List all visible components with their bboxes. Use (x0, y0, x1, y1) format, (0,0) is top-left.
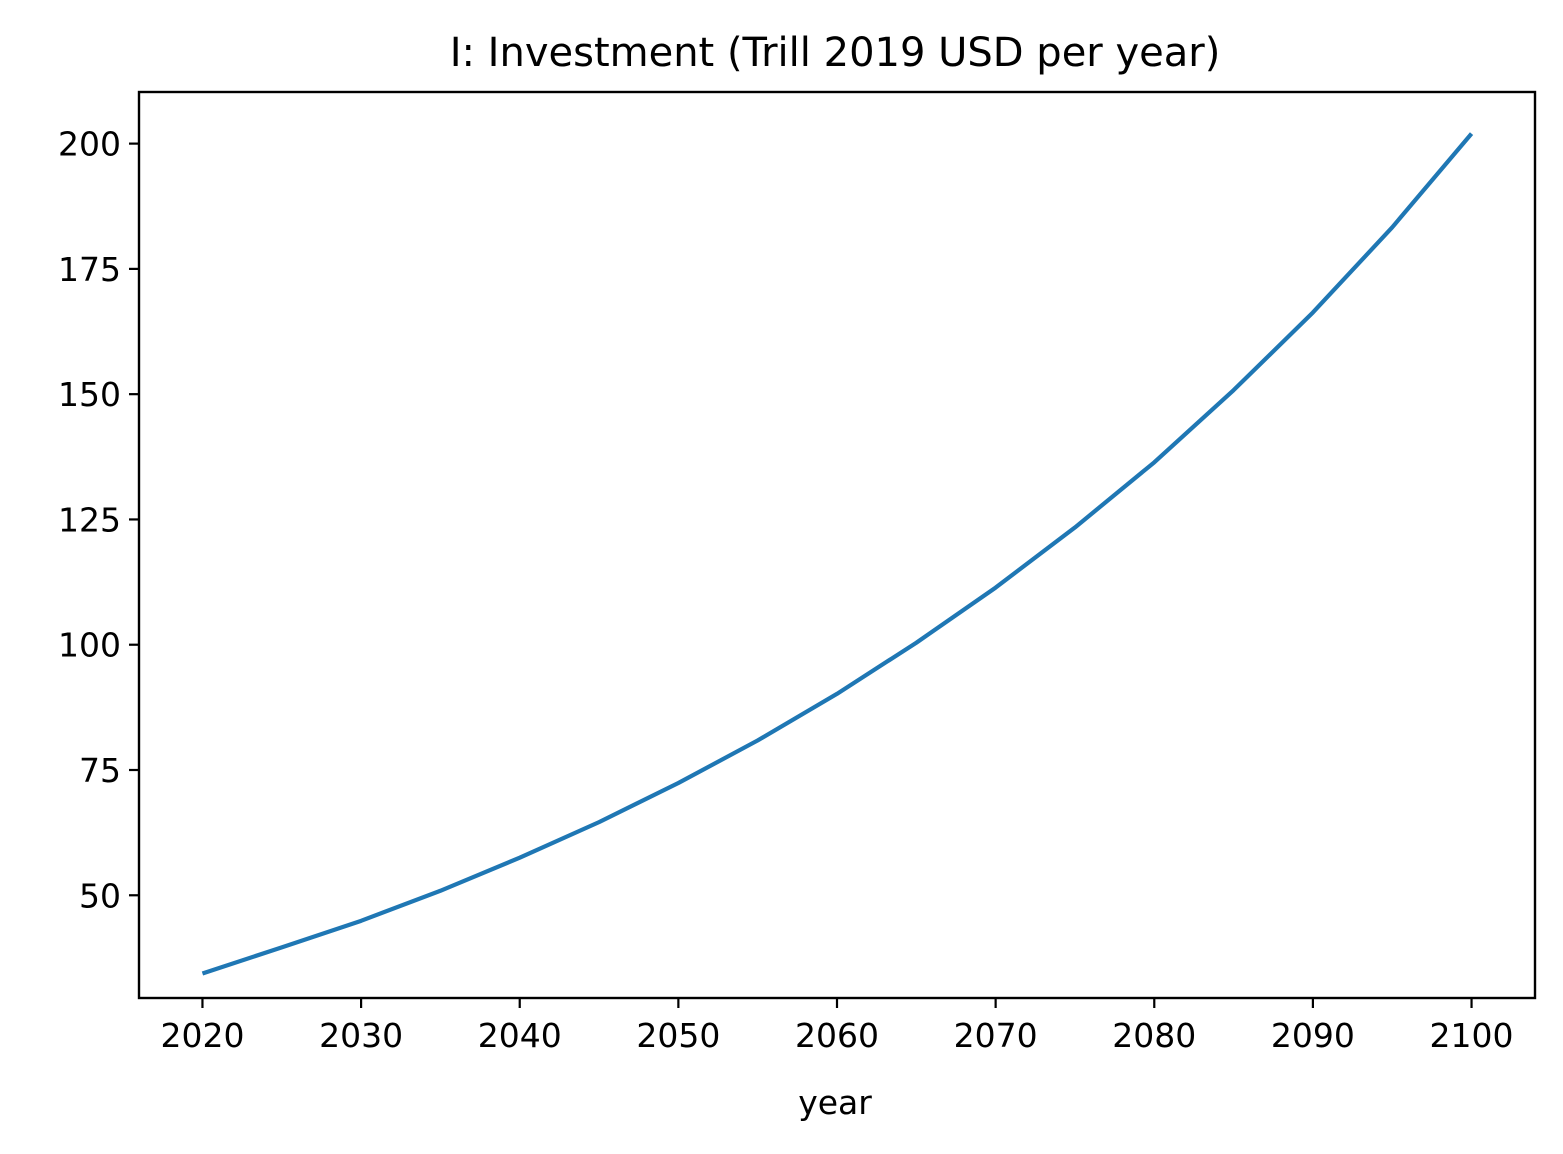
y-tick-label: 75 (79, 751, 121, 790)
x-tick-label: 2050 (636, 1016, 720, 1055)
y-tick-label: 200 (58, 125, 121, 164)
x-tick-label: 2060 (795, 1016, 879, 1055)
y-tick-label: 175 (58, 250, 121, 289)
axes-frame (137, 90, 1537, 1000)
x-axis-ticks: 2020 2030 2040 2050 2060 2070 2080 2090 2100 (160, 998, 1514, 1055)
x-tick-label: 2080 (1112, 1016, 1196, 1055)
x-axis-label: year (798, 1083, 872, 1122)
x-tick-label: 2020 (160, 1016, 244, 1055)
series-line (201, 132, 1474, 976)
y-axis-ticks: 50 75 100 125 150 175 200 (58, 125, 139, 915)
y-tick-label: 150 (58, 375, 121, 414)
y-tick-label: 125 (58, 500, 121, 539)
chart-title: I: Investment (Trill 2019 USD per year) (450, 30, 1221, 76)
x-tick-label: 2030 (319, 1016, 403, 1055)
x-tick-label: 2040 (478, 1016, 562, 1055)
x-tick-label: 2090 (1271, 1016, 1355, 1055)
x-tick-label: 2100 (1430, 1016, 1514, 1055)
y-tick-label: 100 (58, 626, 121, 665)
x-tick-label: 2070 (954, 1016, 1038, 1055)
y-tick-label: 50 (79, 876, 121, 915)
plot-area (201, 132, 1474, 976)
